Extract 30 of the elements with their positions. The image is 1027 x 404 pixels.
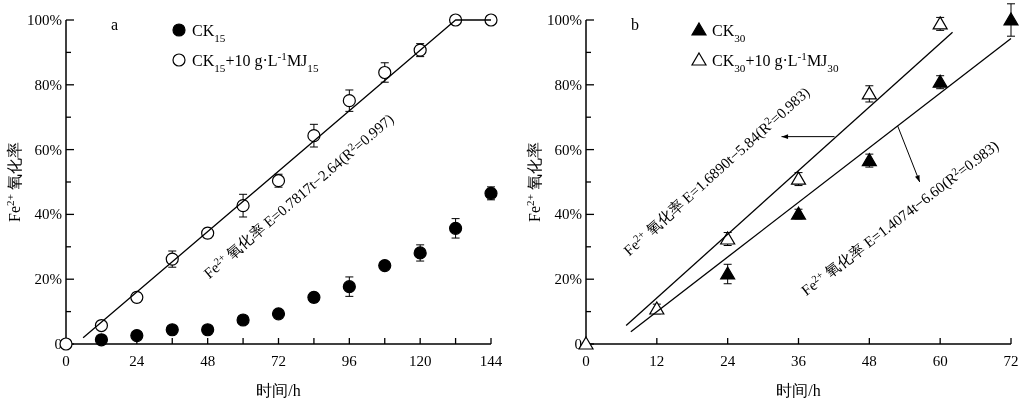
y-tick-label: 80% [554, 76, 582, 93]
x-tick-label: 120 [408, 353, 432, 369]
y-tick-label: 40% [34, 206, 62, 223]
x-tick-label: 48 [200, 353, 216, 369]
chart-title: a [111, 16, 119, 33]
legend-label: CK$_{30}$+10 g·L$^{-1}$MJ$_{30}$ [712, 50, 839, 74]
x-tick-label: 72 [271, 353, 286, 369]
x-tick-label: 48 [861, 353, 877, 369]
y-tick-label: 40% [554, 206, 582, 223]
x-tick-label: 72 [1003, 353, 1019, 369]
legend-label: CK$_{15}$+10 g·L$^{-1}$MJ$_{15}$ [192, 50, 319, 74]
legend-label: CK$_{15}$ [192, 22, 226, 44]
y-tick-label: 80% [34, 76, 62, 93]
x-tick-label: 96 [341, 353, 358, 369]
y-tick-label: 100% [547, 12, 582, 28]
chart-title: b [631, 16, 639, 33]
y-tick-label: 20% [554, 271, 582, 288]
x-axis-title: 时间/h [256, 382, 301, 399]
x-tick-label: 24 [129, 353, 145, 369]
y-tick-label: 20% [34, 271, 62, 288]
x-tick-label: 24 [720, 353, 736, 369]
y-tick-label: 60% [554, 141, 582, 158]
y-tick-label: 100% [27, 12, 62, 28]
y-tick-label: 60% [34, 141, 62, 158]
x-tick-label: 60 [932, 353, 948, 369]
x-axis-title: 时间/h [776, 382, 821, 399]
legend-label: CK$_{30}$ [712, 22, 746, 44]
x-tick-label: 144 [479, 353, 503, 369]
x-tick-label: 36 [791, 353, 807, 369]
x-tick-label: 12 [649, 353, 665, 369]
